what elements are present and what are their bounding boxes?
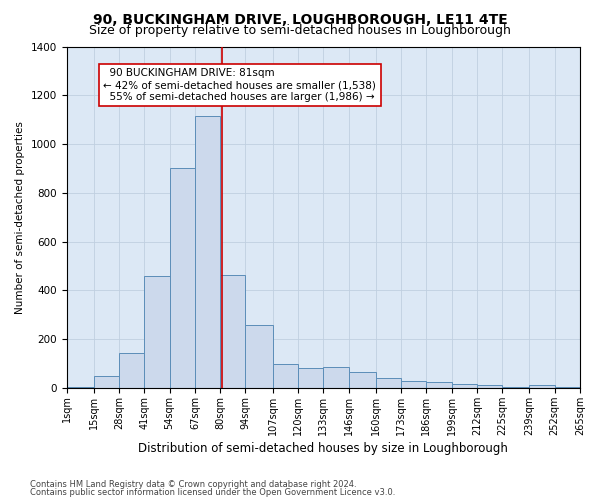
Bar bbox=[452, 384, 477, 388]
Bar bbox=[502, 386, 529, 388]
Bar bbox=[67, 386, 94, 388]
Bar bbox=[427, 382, 452, 388]
Text: Contains public sector information licensed under the Open Government Licence v3: Contains public sector information licen… bbox=[30, 488, 395, 497]
Text: Contains HM Land Registry data © Crown copyright and database right 2024.: Contains HM Land Registry data © Crown c… bbox=[30, 480, 356, 489]
Bar bbox=[195, 116, 220, 388]
Bar bbox=[119, 352, 145, 388]
Bar bbox=[220, 274, 245, 388]
Bar bbox=[145, 276, 170, 388]
Bar bbox=[529, 386, 555, 388]
Bar bbox=[323, 367, 349, 388]
X-axis label: Distribution of semi-detached houses by size in Loughborough: Distribution of semi-detached houses by … bbox=[139, 442, 508, 455]
Bar bbox=[245, 324, 272, 388]
Text: Size of property relative to semi-detached houses in Loughborough: Size of property relative to semi-detach… bbox=[89, 24, 511, 37]
Bar bbox=[349, 372, 376, 388]
Bar bbox=[477, 386, 502, 388]
Bar bbox=[376, 378, 401, 388]
Bar bbox=[170, 168, 195, 388]
Bar bbox=[298, 368, 323, 388]
Bar bbox=[94, 376, 119, 388]
Text: 90, BUCKINGHAM DRIVE, LOUGHBOROUGH, LE11 4TE: 90, BUCKINGHAM DRIVE, LOUGHBOROUGH, LE11… bbox=[92, 12, 508, 26]
Bar bbox=[401, 380, 427, 388]
Bar bbox=[555, 386, 580, 388]
Y-axis label: Number of semi-detached properties: Number of semi-detached properties bbox=[15, 121, 25, 314]
Text: 90 BUCKINGHAM DRIVE: 81sqm
← 42% of semi-detached houses are smaller (1,538)
  5: 90 BUCKINGHAM DRIVE: 81sqm ← 42% of semi… bbox=[103, 68, 376, 102]
Bar bbox=[272, 364, 298, 388]
